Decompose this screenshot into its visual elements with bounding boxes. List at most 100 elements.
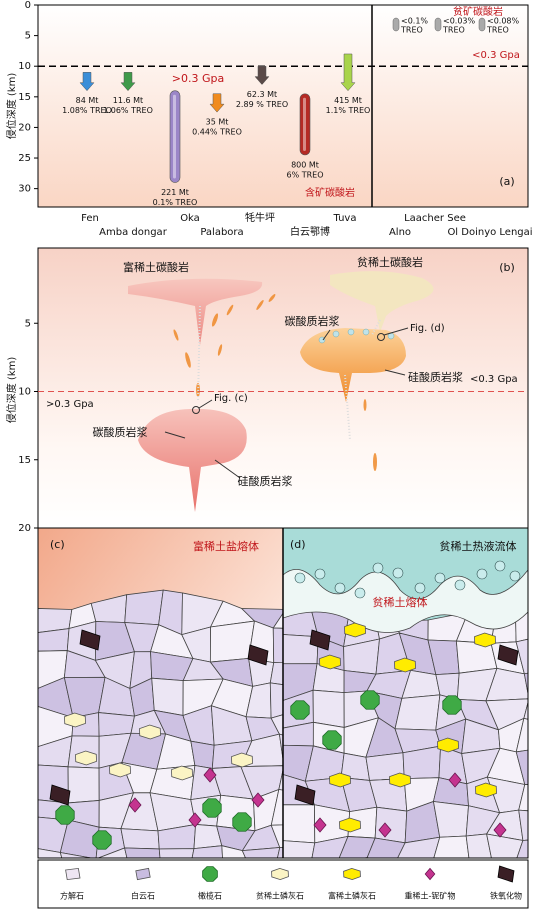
leader	[198, 399, 213, 409]
legend-label: 贫稀土磷灰石	[256, 891, 304, 901]
rock-bodies	[128, 271, 434, 512]
tonnage: 62.3 Mt	[247, 90, 277, 99]
grain	[221, 845, 246, 858]
deposit-name: Ol Doinyo Lengai	[447, 227, 532, 238]
grain	[515, 717, 528, 753]
fluid-label: 贫稀土热液流体	[440, 539, 517, 553]
figure-ref: Fig. (d)	[410, 323, 445, 334]
depth-arrow	[209, 93, 225, 113]
grade: <0.1%	[401, 17, 428, 26]
olivine	[290, 700, 310, 720]
grain	[523, 700, 528, 720]
y-axis-title: 侵位深度 (km)	[5, 73, 18, 140]
iron-oxide	[294, 784, 316, 806]
magma-chamber	[300, 328, 406, 402]
panel-label: (b)	[499, 261, 515, 274]
group-label: 贫矿碳酸岩	[453, 5, 503, 18]
hree-mineral	[251, 792, 265, 808]
fig-marker	[192, 406, 200, 414]
y-axis-title: 侵位深度 (km)	[5, 357, 18, 424]
hree-mineral	[378, 822, 392, 838]
grain	[433, 835, 470, 858]
grain	[455, 640, 498, 674]
rich-apatite	[475, 782, 497, 798]
grain	[278, 768, 283, 791]
rich-apatite	[389, 772, 411, 788]
olivine	[92, 830, 112, 850]
leader	[164, 431, 186, 439]
body-label: 贫稀土碳酸岩	[357, 255, 423, 269]
fig-marker	[377, 333, 385, 341]
y-tick-label: 10	[18, 387, 31, 398]
grain	[515, 749, 528, 785]
olivine	[442, 695, 462, 715]
y-tick-label: 0	[25, 0, 31, 11]
grain	[120, 828, 160, 850]
grain	[191, 845, 223, 858]
depth-bar	[169, 90, 181, 183]
grain	[190, 740, 215, 769]
rich-apatite	[394, 657, 416, 673]
iron-oxide	[49, 784, 71, 806]
dolomite	[135, 867, 151, 881]
depth-arrow	[120, 72, 136, 92]
grade: <0.08%	[487, 17, 520, 26]
legend-label: 富稀土磷灰石	[328, 891, 376, 901]
iron-oxide	[309, 629, 331, 651]
legend-label: 重稀土-铌矿物	[405, 891, 456, 901]
y-tick-label: 5	[25, 31, 31, 42]
pill	[478, 17, 486, 32]
y-tick-label: 15	[18, 455, 31, 466]
y-tick-label: 10	[18, 61, 31, 72]
tonnage: 415 Mt	[334, 96, 362, 105]
rich-apatite	[319, 654, 341, 670]
grade: 1.1% TREO	[326, 106, 371, 115]
olivine	[360, 690, 380, 710]
grain	[550, 665, 554, 701]
depth-arrow	[254, 65, 270, 85]
legend-frame	[37, 859, 529, 909]
pressure-label: >0.3 Gpa	[46, 399, 94, 410]
grain	[547, 608, 554, 639]
depth-bar	[299, 93, 311, 156]
grain	[432, 801, 469, 838]
grade: <0.03%	[443, 17, 476, 26]
magma-label: 碳酸质岩浆	[285, 314, 340, 328]
rich-apatite	[329, 772, 351, 788]
grain	[272, 612, 283, 629]
grain	[272, 627, 283, 664]
highlight	[303, 97, 306, 151]
grain	[374, 806, 408, 844]
grain	[550, 805, 554, 840]
grade: 1.08% TREO	[62, 106, 112, 115]
pill	[434, 17, 442, 32]
grain	[158, 848, 195, 858]
grain	[269, 682, 283, 719]
grain	[550, 724, 554, 748]
y-tick-label: 20	[18, 523, 31, 534]
legend-label: 铁氧化物	[490, 891, 522, 901]
grain	[485, 667, 528, 702]
deposit-name: Alno	[389, 227, 411, 238]
panel-label: (c)	[50, 538, 65, 551]
figure-ref: Fig. (c)	[214, 393, 248, 404]
calcite	[65, 867, 81, 881]
deposit-name: Palabora	[200, 227, 243, 238]
leader	[384, 369, 406, 376]
grain	[523, 672, 528, 696]
grade: 2.89 % TREO	[236, 100, 288, 109]
grade: 0.44% TREO	[192, 128, 242, 137]
legend-label: 方解石	[60, 891, 84, 901]
olivine	[202, 798, 222, 818]
deposit-name: 白云鄂博	[290, 225, 330, 238]
iron-oxide	[79, 629, 101, 651]
grain	[67, 766, 100, 804]
tonnage: 800 Mt	[291, 160, 319, 169]
hree-mineral	[424, 867, 436, 881]
tonnage: 35 Mt	[206, 118, 229, 127]
pressure-label: <0.3 Gpa	[472, 50, 520, 61]
grain	[518, 809, 528, 841]
grain	[277, 847, 283, 858]
iron-oxide	[247, 644, 269, 666]
